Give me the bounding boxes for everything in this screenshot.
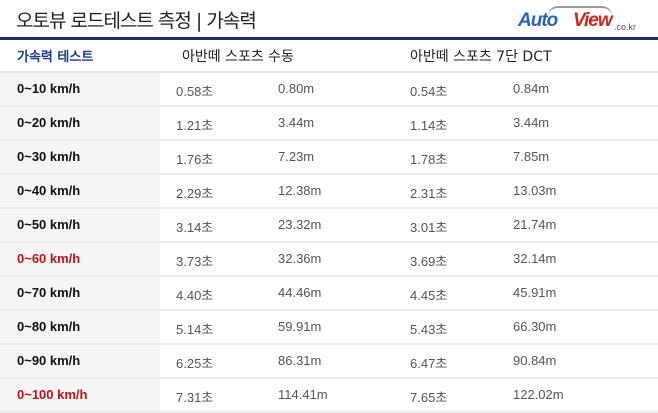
row-label-cell: 0~40 km/h (0, 175, 160, 207)
manual-time: 3.73초 (176, 254, 214, 269)
manual-distance: 12.38m (278, 183, 322, 198)
autoview-logo: Auto View .co.kr (518, 6, 648, 36)
row-label-cell: 0~90 km/h (0, 345, 160, 377)
manual-time: 0.58초 (176, 84, 214, 99)
row-label-cell: 0~80 km/h (0, 311, 160, 343)
speed-range-label: 0~20 km/h (17, 115, 81, 130)
dct-distance: 3.44m (513, 115, 550, 130)
page-title: 오토뷰 로드테스트 측정 | 가속력 (16, 10, 257, 32)
dct-time: 0.54초 (410, 84, 448, 99)
manual-time: 3.14초 (176, 220, 214, 235)
dct-distance: 21.74m (513, 217, 557, 232)
manual-distance: 7.23m (278, 149, 315, 164)
manual-distance: 44.46m (278, 285, 322, 300)
row-label-cell: 0~100 km/h (0, 379, 160, 411)
table-row: 0~80 km/h 5.14초 59.91m 5.43초 66.30m (0, 311, 658, 345)
dct-distance: 45.91m (513, 285, 557, 300)
manual-time: 6.25초 (176, 356, 214, 371)
manual-distance: 3.44m (278, 115, 315, 130)
dct-distance: 32.14m (513, 251, 557, 266)
table-row: 0~100 km/h 7.31초 114.41m 7.65초 122.02m (0, 379, 658, 413)
table-row: 0~60 km/h 3.73초 32.36m 3.69초 32.14m (0, 243, 658, 277)
table-row: 0~90 km/h 6.25초 86.31m 6.47초 90.84m (0, 345, 658, 379)
dct-time: 3.01초 (410, 220, 448, 235)
column-header-dct: 아반떼 스포츠 7단 DCT (410, 49, 552, 65)
speed-range-label: 0~70 km/h (17, 285, 81, 300)
speed-range-label: 0~30 km/h (17, 149, 81, 164)
dct-distance: 66.30m (513, 319, 557, 334)
dct-time: 2.31초 (410, 186, 448, 201)
manual-time: 1.76초 (176, 152, 214, 167)
dct-time: 3.69초 (410, 254, 448, 269)
table-row: 0~20 km/h 1.21초 3.44m 1.14초 3.44m (0, 107, 658, 141)
dct-time: 4.45초 (410, 288, 448, 303)
manual-time: 7.31초 (176, 390, 214, 405)
manual-distance: 0.80m (278, 81, 315, 96)
dct-time: 5.43초 (410, 322, 448, 337)
row-label-cell: 0~20 km/h (0, 107, 160, 139)
manual-time: 4.40초 (176, 288, 214, 303)
manual-distance: 23.32m (278, 217, 322, 232)
dct-distance: 7.85m (513, 149, 550, 164)
speed-range-label: 0~100 km/h (17, 387, 88, 402)
speed-range-label: 0~50 km/h (17, 217, 81, 232)
speed-range-label: 0~40 km/h (17, 183, 81, 198)
logo-auto: Auto (518, 10, 558, 31)
manual-distance: 114.41m (278, 387, 328, 402)
manual-time: 1.21초 (176, 118, 214, 133)
column-header-test: 가속력 테스트 (17, 50, 94, 65)
title-divider (0, 37, 658, 40)
speed-range-label: 0~80 km/h (17, 319, 81, 334)
row-label-cell: 0~50 km/h (0, 209, 160, 241)
table-row: 0~50 km/h 3.14초 23.32m 3.01초 21.74m (0, 209, 658, 243)
speed-range-label: 0~90 km/h (17, 353, 81, 368)
car-roof-icon (548, 6, 612, 16)
logo-domain: .co.kr (614, 22, 637, 32)
table-row: 0~70 km/h 4.40초 44.46m 4.45초 45.91m (0, 277, 658, 311)
table-row: 0~10 km/h 0.58초 0.80m 0.54초 0.84m (0, 73, 658, 107)
logo-view: View (573, 10, 613, 31)
manual-time: 5.14초 (176, 322, 214, 337)
dct-time: 6.47초 (410, 356, 448, 371)
dct-time: 7.65초 (410, 390, 448, 405)
dct-distance: 122.02m (513, 387, 564, 402)
table-row: 0~30 km/h 1.76초 7.23m 1.78초 7.85m (0, 141, 658, 175)
table-header: 가속력 테스트 아반떼 스포츠 수동 아반떼 스포츠 7단 DCT (0, 40, 658, 73)
dct-distance: 90.84m (513, 353, 557, 368)
manual-distance: 59.91m (278, 319, 322, 334)
row-label-cell: 0~70 km/h (0, 277, 160, 309)
title-bar: 오토뷰 로드테스트 측정 | 가속력 Auto View .co.kr (0, 0, 658, 37)
manual-time: 2.29초 (176, 186, 214, 201)
table-row: 0~40 km/h 2.29초 12.38m 2.31초 13.03m (0, 175, 658, 209)
dct-time: 1.78초 (410, 152, 448, 167)
dct-distance: 0.84m (513, 81, 550, 96)
speed-range-label: 0~60 km/h (17, 251, 81, 266)
dct-time: 1.14초 (410, 118, 448, 133)
row-label-cell: 0~10 km/h (0, 73, 160, 105)
column-header-manual: 아반떼 스포츠 수동 (182, 49, 294, 65)
row-label-cell: 0~60 km/h (0, 243, 160, 275)
dct-distance: 13.03m (513, 183, 557, 198)
manual-distance: 86.31m (278, 353, 322, 368)
row-label-cell: 0~30 km/h (0, 141, 160, 173)
manual-distance: 32.36m (278, 251, 322, 266)
speed-range-label: 0~10 km/h (17, 81, 81, 96)
